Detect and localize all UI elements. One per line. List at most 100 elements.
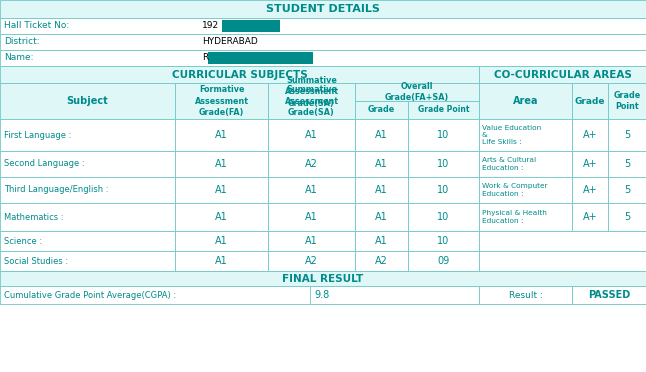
Bar — [0, 34, 646, 50]
Bar — [408, 231, 479, 251]
Bar — [479, 177, 572, 203]
Bar — [208, 52, 313, 64]
Bar — [408, 101, 479, 119]
Text: Physical & Health
Education :: Physical & Health Education : — [482, 210, 547, 224]
Bar — [479, 203, 572, 231]
Bar — [0, 177, 175, 203]
Text: A1: A1 — [375, 236, 388, 246]
Bar — [608, 119, 646, 151]
Text: Summative
Assessment
Grade(SA): Summative Assessment Grade(SA) — [284, 86, 339, 116]
Text: A1: A1 — [305, 236, 318, 246]
Text: A1: A1 — [375, 212, 388, 222]
Text: Summative
Assessment
Grade(SA): Summative Assessment Grade(SA) — [284, 76, 339, 108]
Text: 5: 5 — [624, 159, 630, 169]
Text: Grade Point: Grade Point — [418, 106, 469, 115]
Bar — [479, 231, 646, 251]
Text: A+: A+ — [583, 185, 598, 195]
Text: 10: 10 — [437, 159, 450, 169]
Text: Grade
Point: Grade Point — [613, 91, 641, 111]
Text: R: R — [202, 54, 208, 62]
Text: FINAL RESULT: FINAL RESULT — [282, 273, 364, 283]
Text: A1: A1 — [215, 212, 228, 222]
Text: Formative
Assessment
Grade(FA): Formative Assessment Grade(FA) — [194, 86, 249, 116]
Bar — [0, 0, 646, 18]
Bar — [0, 83, 175, 119]
Text: Subject: Subject — [67, 96, 109, 106]
Text: A1: A1 — [305, 212, 318, 222]
Bar — [572, 286, 646, 304]
Text: Arts & Cultural
Education :: Arts & Cultural Education : — [482, 157, 536, 171]
Bar — [310, 286, 479, 304]
Text: A1: A1 — [215, 256, 228, 266]
Bar — [572, 177, 608, 203]
Text: A2: A2 — [375, 256, 388, 266]
Text: Hall Ticket No:: Hall Ticket No: — [4, 22, 69, 31]
Bar — [608, 177, 646, 203]
Bar — [0, 18, 646, 34]
Bar — [572, 151, 608, 177]
Bar — [572, 119, 608, 151]
Bar — [0, 66, 479, 83]
Text: 10: 10 — [437, 236, 450, 246]
Text: First Language :: First Language : — [4, 131, 71, 140]
Text: A1: A1 — [375, 130, 388, 140]
Bar — [355, 119, 408, 151]
Text: Mathematics :: Mathematics : — [4, 212, 63, 221]
Bar — [268, 119, 355, 151]
Bar — [268, 151, 355, 177]
Bar — [608, 151, 646, 177]
Bar — [608, 203, 646, 231]
Text: Second Language :: Second Language : — [4, 160, 85, 169]
Text: A1: A1 — [375, 159, 388, 169]
Bar — [0, 251, 175, 271]
Text: 192: 192 — [202, 22, 219, 31]
Text: 9.8: 9.8 — [314, 290, 329, 300]
Text: Overall
Grade(FA+SA): Overall Grade(FA+SA) — [385, 82, 449, 102]
Bar — [0, 203, 175, 231]
Bar — [355, 251, 408, 271]
Text: A1: A1 — [215, 159, 228, 169]
Text: 5: 5 — [624, 212, 630, 222]
Bar — [408, 177, 479, 203]
Text: A1: A1 — [215, 236, 228, 246]
Bar — [479, 66, 646, 83]
Text: A1: A1 — [215, 130, 228, 140]
Text: 10: 10 — [437, 130, 450, 140]
Text: CO-CURRICULAR AREAS: CO-CURRICULAR AREAS — [494, 70, 631, 80]
Text: A+: A+ — [583, 212, 598, 222]
Bar — [0, 271, 646, 286]
Bar — [479, 151, 572, 177]
Bar — [408, 203, 479, 231]
Bar — [175, 119, 268, 151]
Text: Cumulative Grade Point Average(CGPA) :: Cumulative Grade Point Average(CGPA) : — [4, 291, 176, 299]
Bar — [608, 83, 646, 119]
Bar — [268, 203, 355, 231]
Bar — [175, 231, 268, 251]
Text: Name:: Name: — [4, 54, 34, 62]
Text: PASSED: PASSED — [588, 290, 630, 300]
Text: A2: A2 — [305, 256, 318, 266]
Text: A+: A+ — [583, 159, 598, 169]
Bar — [268, 83, 355, 119]
Bar — [268, 251, 355, 271]
Text: A1: A1 — [305, 130, 318, 140]
Text: 5: 5 — [624, 130, 630, 140]
Text: Result :: Result : — [508, 291, 543, 299]
Text: A2: A2 — [305, 159, 318, 169]
Text: District:: District: — [4, 38, 39, 46]
Bar — [0, 231, 175, 251]
Bar — [175, 151, 268, 177]
Bar — [175, 83, 268, 119]
Text: Science :: Science : — [4, 237, 42, 246]
Text: STUDENT DETAILS: STUDENT DETAILS — [266, 4, 380, 14]
Bar — [408, 151, 479, 177]
Bar — [355, 177, 408, 203]
Text: A1: A1 — [215, 185, 228, 195]
Text: Grade: Grade — [368, 106, 395, 115]
Bar — [479, 286, 572, 304]
Bar — [572, 83, 608, 119]
Text: Third Language/English :: Third Language/English : — [4, 186, 109, 195]
Text: Social Studies :: Social Studies : — [4, 257, 68, 266]
Text: A1: A1 — [375, 185, 388, 195]
Bar — [408, 119, 479, 151]
